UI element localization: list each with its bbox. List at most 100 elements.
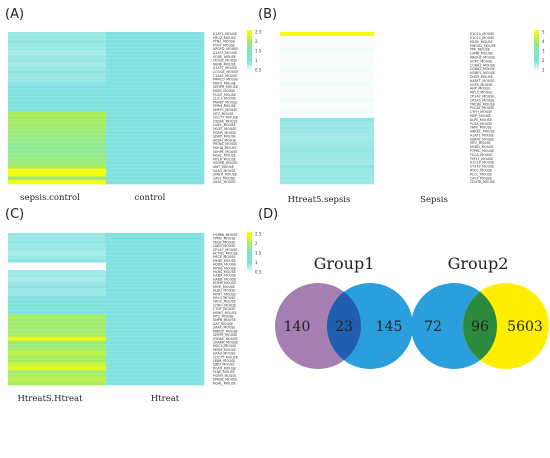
panel-label-b: (B) — [258, 7, 278, 22]
heatmap-cell — [8, 273, 107, 278]
heatmap-cell — [8, 381, 107, 386]
heatmap-row-label: PROZ_MOUSE — [213, 36, 236, 40]
heatmap-cell — [8, 92, 107, 97]
heatmap-row-label: CAY3_MOUSE — [213, 176, 235, 180]
heatmap-cell — [106, 299, 205, 304]
heatmap-row-label: NEHP_MOUSE — [213, 62, 236, 66]
heatmap-row-label: RYCC_MOUSE — [470, 169, 492, 173]
heatmap-cell — [280, 180, 375, 185]
heatmap-row-label: HEMO_MOUSE — [213, 311, 237, 315]
heatmap-row-label: CAT3_MOUSE — [470, 176, 492, 180]
heatmap-cell — [106, 108, 205, 113]
heatmap-cell — [280, 86, 375, 91]
colorbar-segment — [247, 240, 252, 243]
heatmap-cell — [106, 54, 205, 59]
colorbar-segment — [247, 239, 252, 241]
heatmap-cell — [8, 85, 107, 90]
colorbar-segment — [534, 31, 539, 34]
colorbar-segment — [534, 60, 539, 63]
heatmap-cell — [8, 77, 107, 82]
heatmap-row-label: CY37E_MOUSE — [470, 165, 494, 169]
heatmap-row-label: CYFH_MOUSE — [470, 110, 492, 114]
heatmap-row-label: K1C17_MOUSE — [470, 36, 494, 40]
heatmap-cell — [374, 43, 469, 48]
heatmap-cell — [106, 296, 205, 301]
colorbar-segment — [247, 269, 252, 272]
panel-label-d: (D) — [258, 207, 279, 222]
heatmap-cell — [8, 362, 107, 367]
heatmap-cell — [106, 161, 205, 166]
heatmap-row-label: MYLA_MOUSE — [213, 157, 236, 161]
heatmap-cell — [280, 106, 375, 111]
heatmap-sample-label: control — [135, 193, 166, 203]
heatmap-cell — [374, 47, 469, 52]
heatmap-cell — [280, 43, 375, 48]
panel-label-c: (C) — [5, 207, 25, 222]
colorbar-segment — [534, 44, 539, 46]
heatmap-cell — [106, 347, 205, 352]
heatmap-cell — [8, 359, 107, 364]
colorbar-segment — [247, 260, 252, 262]
heatmap-cell — [106, 100, 205, 105]
colorbar-tick: 1 — [542, 67, 545, 72]
heatmap-cell — [8, 89, 107, 94]
heatmap-cell — [8, 180, 107, 185]
heatmap-cell — [374, 59, 469, 64]
heatmap-row-label: HSPB6_MOUSE — [213, 233, 238, 237]
colorbar-segment — [247, 62, 252, 64]
heatmap-row-label: PLGA_MOUSE — [470, 122, 492, 126]
panel-label-a: (A) — [5, 7, 25, 22]
heatmap-row-label: FCCA_MOUSE — [470, 153, 492, 157]
heatmap-cell — [8, 111, 107, 116]
heatmap-cell — [106, 119, 205, 124]
colorbar-segment — [247, 257, 252, 259]
heatmap-row-label: MLRS_MOUSE — [213, 270, 236, 274]
colorbar-segment — [247, 34, 252, 36]
heatmap-cell — [106, 96, 205, 101]
heatmap-cell — [374, 160, 469, 165]
heatmap-cell — [106, 134, 205, 139]
heatmap-cell — [280, 121, 375, 126]
heatmap-cell — [106, 255, 205, 260]
heatmap-cell — [280, 141, 375, 146]
colorbar-segment — [534, 48, 539, 50]
heatmap-cell — [374, 148, 469, 154]
heatmap-cell — [8, 58, 107, 63]
heatmap-row-label: PERM_MOUSE — [213, 348, 236, 352]
heatmap-cell — [106, 240, 205, 245]
heatmap-row-label: MYL3_MOUSE — [213, 296, 235, 300]
colorbar-segment — [247, 60, 252, 63]
heatmap-cell — [374, 32, 469, 37]
colorbar-segment — [247, 31, 252, 34]
heatmap-cell — [374, 133, 469, 138]
heatmap-row-label: SPA2B_MOUSE — [213, 378, 237, 382]
colorbar-segment — [247, 51, 252, 53]
heatmap-cell — [374, 176, 469, 181]
colorbar-segment — [247, 69, 252, 71]
colorbar-tick: 3 — [542, 48, 545, 53]
heatmap-cell — [8, 119, 107, 124]
heatmap-cell — [374, 164, 469, 169]
heatmap-row-label: FLNE_MOUSE — [213, 370, 235, 374]
heatmap-row-label: SAREC_MOUSE — [470, 130, 495, 134]
heatmap-cell — [8, 47, 107, 52]
heatmap-cell — [8, 277, 107, 282]
heatmap-cell — [280, 137, 375, 142]
heatmap-cell — [106, 172, 205, 177]
heatmap-row-label: AARFT_MOUSE — [470, 79, 494, 83]
colorbar-segment — [534, 55, 539, 57]
heatmap-cell — [280, 164, 375, 169]
heatmap-sample-label: sepsis.control — [20, 193, 80, 203]
colorbar-segment — [247, 250, 252, 252]
colorbar-segment — [247, 267, 252, 269]
heatmap-cell — [8, 54, 107, 59]
heatmap-cell — [280, 32, 375, 37]
colorbar-segment — [534, 63, 539, 66]
colorbar-segment — [247, 45, 252, 48]
colorbar-segment — [247, 236, 252, 238]
heatmap-cell — [8, 366, 107, 371]
heatmap-cell — [280, 109, 375, 115]
colorbar-segment — [534, 41, 539, 43]
colorbar-segment — [247, 243, 252, 245]
heatmap-cell — [106, 168, 205, 173]
